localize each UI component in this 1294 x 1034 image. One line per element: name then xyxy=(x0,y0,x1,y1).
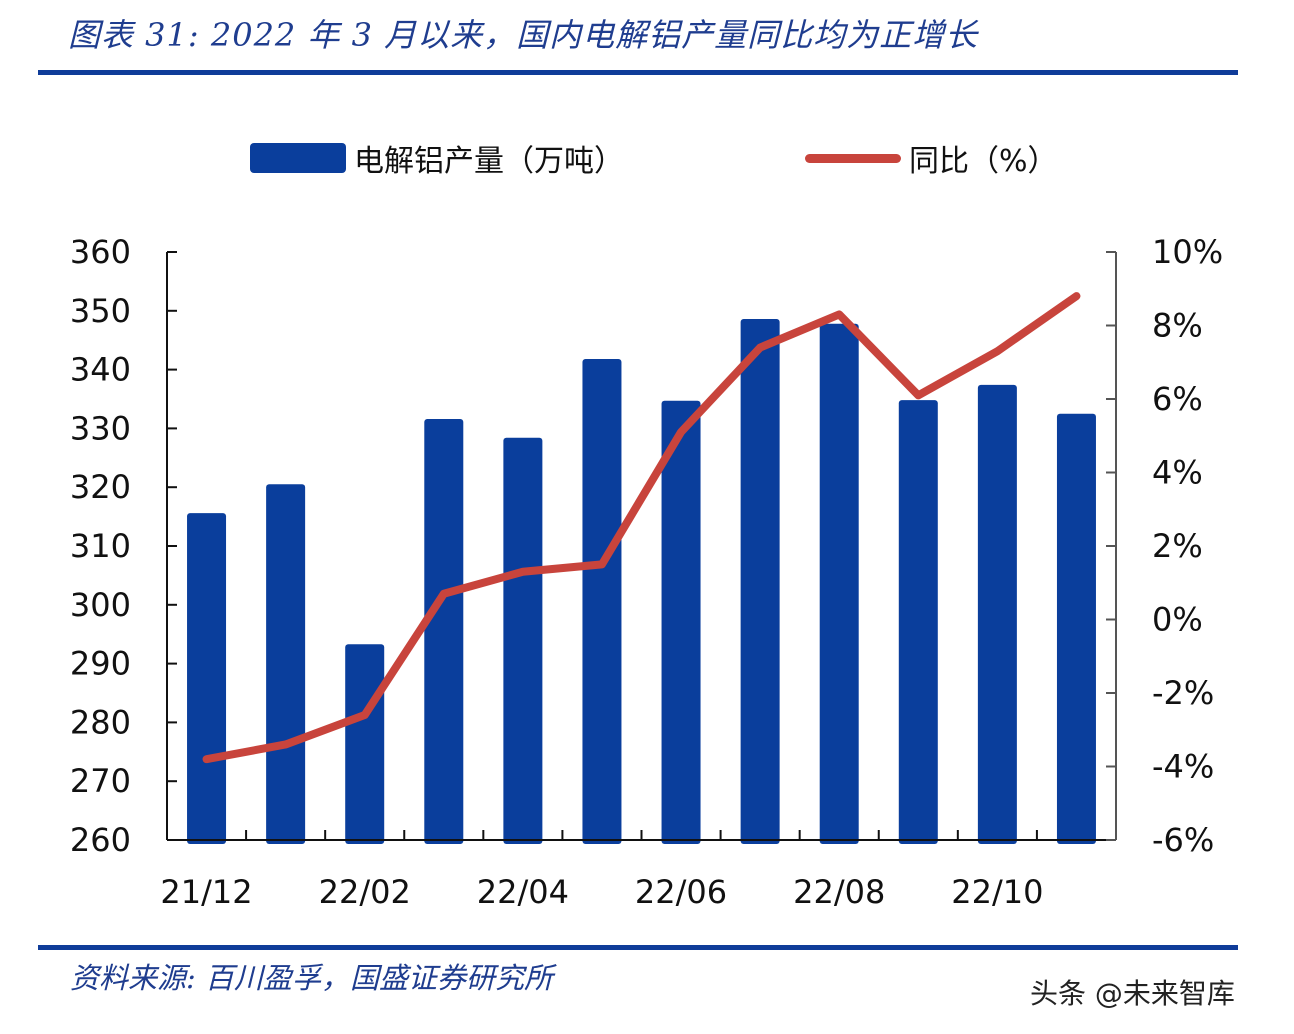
legend-item-production: 电解铝产量（万吨） xyxy=(250,136,624,180)
bar xyxy=(424,418,464,844)
x-axis-tick-label: 22/02 xyxy=(319,873,411,911)
left-axis-tick-label: 260 xyxy=(70,821,131,859)
chart-title: 图表 31: 2022 年 3 月以来，国内电解铝产量同比均为正增长 xyxy=(68,16,979,54)
right-axis-tick-label: 6% xyxy=(1152,380,1203,418)
bar xyxy=(819,323,859,845)
bar xyxy=(661,400,701,844)
bar xyxy=(582,359,622,844)
legend-label-yoy: 同比（%） xyxy=(909,144,1058,179)
right-axis-tick-label: -4% xyxy=(1152,748,1214,786)
legend-label-production: 电解铝产量（万吨） xyxy=(354,144,624,179)
right-axis-tick-label: 4% xyxy=(1152,454,1203,492)
left-axis-tick-label: 350 xyxy=(70,292,131,330)
left-axis-tick-label: 300 xyxy=(70,586,131,624)
legend-item-yoy: 同比（%） xyxy=(805,136,1058,180)
watermark: 头条 @未来智库 xyxy=(1030,977,1235,1010)
legend-line-swatch xyxy=(805,153,901,163)
bottom-divider xyxy=(38,945,1238,950)
bar xyxy=(1056,413,1096,844)
top-divider xyxy=(38,70,1238,75)
left-axis-tick-label: 330 xyxy=(70,409,131,447)
bar xyxy=(187,513,227,844)
bar xyxy=(740,319,780,845)
right-axis-tick-label: 0% xyxy=(1152,601,1203,639)
left-axis-tick-label: 310 xyxy=(70,527,131,565)
left-axis-tick-label: 270 xyxy=(70,762,131,800)
bar xyxy=(266,484,306,844)
right-axis-tick-label: 8% xyxy=(1152,307,1203,345)
x-axis-tick-label: 22/08 xyxy=(793,873,885,911)
x-axis-tick-label: 22/10 xyxy=(951,873,1043,911)
bar xyxy=(898,400,938,844)
x-axis-tick-label: 21/12 xyxy=(160,873,252,911)
left-axis-tick-label: 340 xyxy=(70,351,131,389)
left-axis-tick-label: 290 xyxy=(70,645,131,683)
right-axis-tick-label: 2% xyxy=(1152,527,1203,565)
bar xyxy=(345,644,385,844)
source-note: 资料来源: 百川盈孚，国盛证券研究所 xyxy=(70,961,553,995)
x-axis-tick-label: 22/06 xyxy=(635,873,727,911)
left-axis-tick-label: 360 xyxy=(70,233,131,271)
left-axis-tick-label: 280 xyxy=(70,703,131,741)
right-axis-tick-label: 10% xyxy=(1152,233,1223,271)
x-axis-tick-label: 22/04 xyxy=(477,873,569,911)
legend-bar-swatch xyxy=(250,143,346,173)
left-axis-tick-label: 320 xyxy=(70,468,131,506)
bar xyxy=(977,384,1017,844)
right-axis-tick-label: -6% xyxy=(1152,821,1214,859)
yoy-line xyxy=(202,292,1081,764)
bar xyxy=(503,437,543,844)
right-axis-tick-label: -2% xyxy=(1152,674,1214,712)
